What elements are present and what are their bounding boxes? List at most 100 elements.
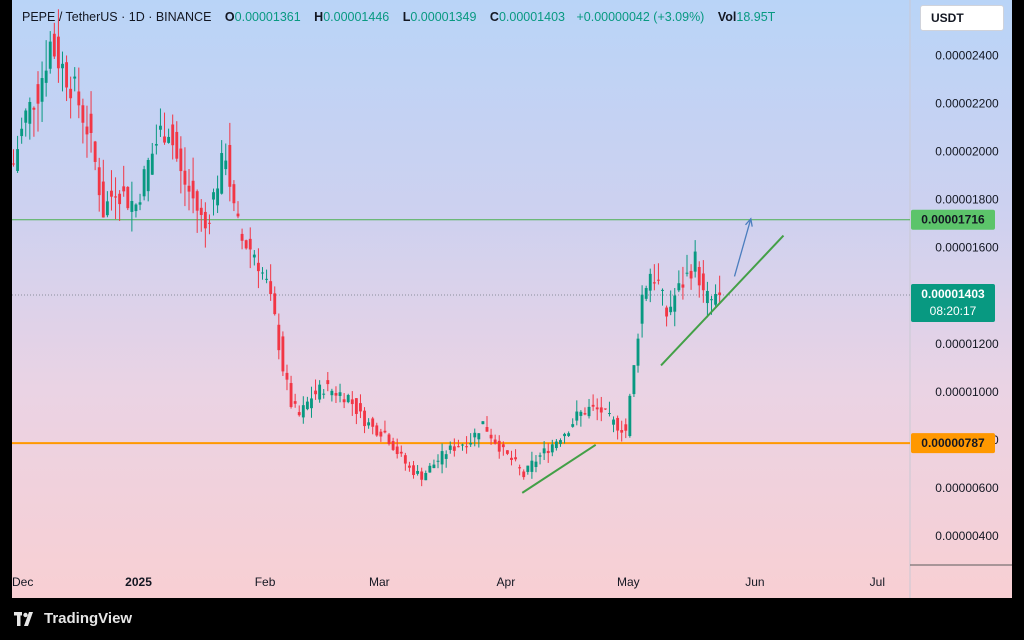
candle-body xyxy=(61,63,64,69)
candle-body xyxy=(477,433,481,440)
x-tick-label: Mar xyxy=(369,575,390,589)
candle-body xyxy=(142,169,146,197)
candle-body xyxy=(97,167,101,196)
candle-body xyxy=(342,399,346,403)
candle-body xyxy=(481,421,485,425)
candle-body xyxy=(261,272,264,274)
candle-body xyxy=(130,200,134,212)
candle-body xyxy=(326,380,330,385)
candle-body xyxy=(334,393,338,396)
candle-body xyxy=(665,307,669,317)
candle-body xyxy=(105,201,109,216)
trendline xyxy=(521,443,597,494)
candle-body xyxy=(681,284,685,288)
symbol-name[interactable]: PEPE / TetherUS · 1D · BINANCE xyxy=(22,10,212,24)
currency-button[interactable]: USDT xyxy=(920,5,1004,31)
candle-body xyxy=(391,441,395,450)
candle-body xyxy=(56,36,60,69)
candle-body xyxy=(669,306,673,313)
candle-body xyxy=(199,207,203,216)
tradingview-logo[interactable]: TradingView xyxy=(14,610,132,627)
chart-panel[interactable]: 0.00002400 0.00002200 0.00002000 0.00001800… xyxy=(12,0,1012,598)
candle-body xyxy=(595,407,599,410)
candle-body xyxy=(297,412,301,416)
projection-arrow-head xyxy=(745,217,753,227)
candle-body xyxy=(371,418,375,427)
candle-body xyxy=(375,425,379,436)
candle-body xyxy=(248,238,252,250)
candle-body xyxy=(628,395,632,437)
candle-body xyxy=(363,410,366,427)
candle-body xyxy=(118,193,122,205)
candle-body xyxy=(448,445,452,450)
candle-body xyxy=(314,390,317,395)
low-value: 0.00001349 xyxy=(410,10,477,24)
tradingview-logo-icon xyxy=(14,611,33,626)
candle-body xyxy=(65,62,68,88)
candle-body xyxy=(656,279,660,281)
candle-body xyxy=(554,441,558,449)
x-tick-label: Jun xyxy=(745,575,764,589)
candle-body xyxy=(461,444,464,446)
high-value: 0.00001446 xyxy=(323,10,390,24)
candle-body xyxy=(310,398,313,409)
candle-body xyxy=(640,294,644,324)
candle-body xyxy=(530,460,534,472)
candle-body xyxy=(146,160,150,192)
candle-body xyxy=(32,107,36,110)
candle-body xyxy=(420,471,424,480)
current-price-tag xyxy=(911,284,995,323)
candle-body xyxy=(661,289,664,291)
candle-body xyxy=(473,432,477,438)
countdown-label: 08:20:17 xyxy=(930,304,977,318)
candle-body xyxy=(689,270,693,279)
x-tick-label: Jul xyxy=(870,575,885,589)
candle-body xyxy=(354,398,358,414)
candle-body xyxy=(599,407,603,413)
candle-body xyxy=(367,422,371,426)
candle-body xyxy=(269,281,273,295)
candle-body xyxy=(191,180,195,199)
level-price-label: 0.00001716 xyxy=(921,213,985,227)
candle-body xyxy=(350,399,354,405)
candle-body xyxy=(265,278,269,280)
candle-body xyxy=(518,467,522,469)
candle-body xyxy=(652,282,656,284)
candle-body xyxy=(240,233,244,241)
candle-body xyxy=(718,292,722,296)
candle-body xyxy=(305,401,309,410)
candle-body xyxy=(273,293,277,315)
candle-body xyxy=(575,411,579,421)
y-tick-label: 0.00002400 xyxy=(935,48,999,62)
candle-body xyxy=(428,465,432,473)
candle-body xyxy=(122,186,126,192)
projection-arrow xyxy=(733,218,752,277)
candle-body xyxy=(489,434,493,439)
change-value: +0.00000042 (+3.09%) xyxy=(576,10,705,24)
candle-body xyxy=(571,424,575,427)
candle-body xyxy=(171,124,175,146)
symbol-info-bar: PEPE / TetherUS · 1D · BINANCE O0.000013… xyxy=(22,10,775,24)
candle-body xyxy=(624,424,628,431)
candle-body xyxy=(469,442,473,445)
candle-body xyxy=(534,461,538,468)
price-chart[interactable]: 0.00002400 0.00002200 0.00002000 0.00001800… xyxy=(12,0,1012,598)
candle-body xyxy=(485,427,489,432)
y-tick-label: 0.00000600 xyxy=(935,481,999,495)
candle-body xyxy=(514,457,517,460)
candle-body xyxy=(559,440,562,444)
volume-label: Vol xyxy=(717,10,737,24)
candle-body xyxy=(73,76,77,79)
candle-body xyxy=(93,141,97,162)
candle-body xyxy=(587,406,591,417)
candle-body xyxy=(648,273,652,291)
candle-body xyxy=(395,446,399,455)
candle-body xyxy=(452,446,456,451)
candle-body xyxy=(138,202,142,205)
candle-body xyxy=(546,450,550,454)
y-tick-label: 0.00001800 xyxy=(935,193,999,207)
candle-body xyxy=(69,88,73,99)
candle-body xyxy=(383,430,387,433)
candle-body xyxy=(44,70,48,83)
x-tick-label: Feb xyxy=(255,575,276,589)
